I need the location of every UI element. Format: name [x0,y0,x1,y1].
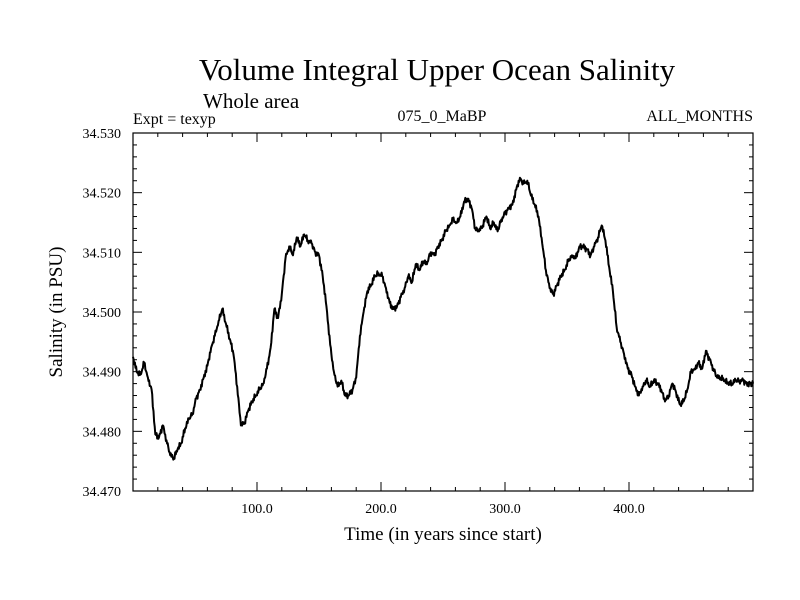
annotation-months: ALL_MONTHS [646,108,753,125]
x-tick-label: 100.0 [241,502,273,517]
salinity-line [132,176,754,461]
y-tick-label: 34.530 [83,127,122,142]
y-tick-label: 34.480 [83,425,122,440]
x-tick-labels: 100.0 200.0 300.0 400.0 [241,502,645,517]
y-tick-labels: 34.470 34.480 34.490 34.500 34.510 34.520 34.5… [83,127,122,500]
chart-title: Volume Integral Upper Ocean Salinity [199,52,676,87]
y-tick-label: 34.490 [83,366,122,381]
chart-subtitle: Whole area [203,89,300,113]
y-tick-label: 34.470 [83,485,122,500]
plot-frame [132,132,754,492]
x-tick-label: 300.0 [489,502,521,517]
y-axis-label: Salinity (in PSU) [46,247,67,378]
y-tick-label: 34.500 [83,306,122,321]
x-tick-label: 400.0 [613,502,645,517]
x-axis-label: Time (in years since start) [344,524,542,545]
annotation-period: 075_0_MaBP [398,108,487,125]
y-tick-label: 34.510 [83,246,122,261]
annotation-experiment: Expt = texyp [133,111,216,128]
x-tick-label: 200.0 [365,502,397,517]
y-tick-label: 34.520 [83,187,122,202]
